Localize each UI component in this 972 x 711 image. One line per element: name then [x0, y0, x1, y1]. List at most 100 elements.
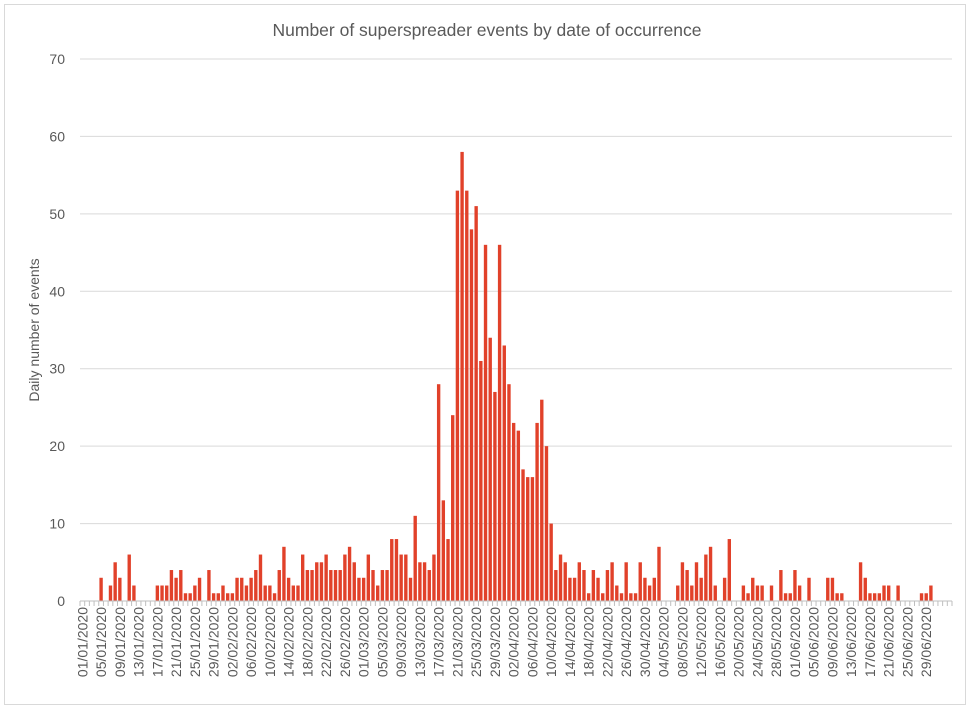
x-tick-label: 30/04/2020 — [637, 607, 653, 677]
bar — [629, 593, 633, 601]
bar — [591, 570, 596, 601]
y-tick-labels: 0 10 20 30 40 50 60 70 — [49, 51, 65, 609]
bar — [619, 593, 624, 601]
bar — [558, 554, 563, 601]
bar — [446, 539, 450, 601]
bar — [268, 585, 272, 601]
bar — [160, 585, 164, 601]
bar — [418, 562, 422, 601]
bar — [690, 585, 694, 601]
y-tick-label: 50 — [49, 206, 65, 222]
bar — [704, 554, 708, 601]
bar — [474, 206, 478, 601]
bar — [155, 585, 160, 601]
bar — [127, 554, 131, 601]
bar — [526, 477, 530, 601]
bar — [868, 593, 872, 601]
bar — [572, 577, 577, 601]
y-tick-label: 70 — [49, 51, 65, 67]
bar — [652, 577, 656, 601]
x-tick-label: 17/06/2020 — [862, 607, 878, 677]
bar — [624, 562, 628, 601]
x-tick-label: 02/02/2020 — [224, 607, 240, 677]
x-tick-label: 22/04/2020 — [599, 607, 615, 677]
x-tick-label: 10/04/2020 — [543, 607, 559, 677]
bar — [596, 577, 600, 601]
bar — [244, 585, 249, 601]
bar — [746, 593, 750, 601]
bar — [530, 477, 535, 601]
bar — [399, 554, 403, 601]
bar — [479, 360, 483, 601]
bars — [99, 151, 933, 602]
bar — [863, 577, 867, 601]
x-tick-label: 01/03/2020 — [356, 607, 372, 677]
bar — [699, 577, 703, 601]
x-tick-label: 05/06/2020 — [806, 607, 822, 677]
x-tick-label: 28/05/2020 — [768, 607, 784, 677]
bar — [118, 577, 122, 601]
bar — [511, 422, 516, 601]
bar — [788, 593, 792, 601]
bar — [540, 399, 544, 601]
bar — [826, 577, 830, 601]
bar — [793, 570, 797, 601]
x-tick-label: 26/02/2020 — [337, 607, 353, 677]
bar — [493, 391, 497, 601]
x-tick-label: 29/06/2020 — [918, 607, 934, 677]
bar — [460, 151, 464, 601]
x-tick-label: 09/06/2020 — [824, 607, 840, 677]
bar — [225, 593, 230, 601]
bar — [319, 562, 324, 601]
bar — [647, 585, 652, 601]
bar — [404, 554, 408, 601]
bar — [99, 577, 103, 601]
bar — [521, 469, 525, 601]
bar — [516, 430, 521, 601]
bar — [179, 570, 183, 601]
bar — [366, 554, 371, 601]
bar — [741, 585, 746, 601]
x-tick-label: 25/03/2020 — [468, 607, 484, 677]
bar — [887, 585, 891, 601]
bar — [760, 585, 764, 601]
x-tick-label: 20/05/2020 — [731, 607, 747, 677]
bar — [713, 585, 717, 601]
bar — [376, 585, 380, 601]
bar — [483, 244, 488, 602]
gridlines — [80, 58, 952, 525]
bar — [305, 570, 310, 601]
bar — [465, 190, 469, 601]
bar — [722, 577, 727, 601]
bar — [324, 554, 328, 601]
bar — [343, 554, 347, 601]
bar — [221, 585, 225, 601]
bar — [497, 244, 502, 602]
x-tick-label: 04/05/2020 — [656, 607, 672, 677]
bar — [286, 577, 291, 601]
bar — [568, 577, 572, 601]
bar — [216, 593, 220, 601]
x-tick-label: 12/05/2020 — [693, 607, 709, 677]
x-tick-label: 06/04/2020 — [524, 607, 540, 677]
bar — [193, 585, 197, 601]
bar — [441, 500, 446, 601]
bar — [544, 446, 549, 601]
bar — [174, 577, 178, 601]
bar — [657, 546, 661, 601]
y-tick-label: 40 — [49, 283, 65, 299]
bar — [380, 570, 385, 601]
y-tick-label: 60 — [49, 128, 65, 144]
x-tick-label: 24/05/2020 — [749, 607, 765, 677]
bar — [230, 593, 235, 601]
x-tick-label: 06/02/2020 — [243, 607, 259, 677]
bar — [108, 585, 113, 601]
x-tick-label: 29/03/2020 — [487, 607, 503, 677]
bar — [427, 570, 431, 601]
bar — [830, 577, 835, 601]
bar — [436, 384, 441, 601]
bar — [451, 415, 455, 601]
bar — [254, 570, 258, 601]
x-tick-label: 25/01/2020 — [187, 607, 203, 677]
bar — [643, 577, 647, 601]
